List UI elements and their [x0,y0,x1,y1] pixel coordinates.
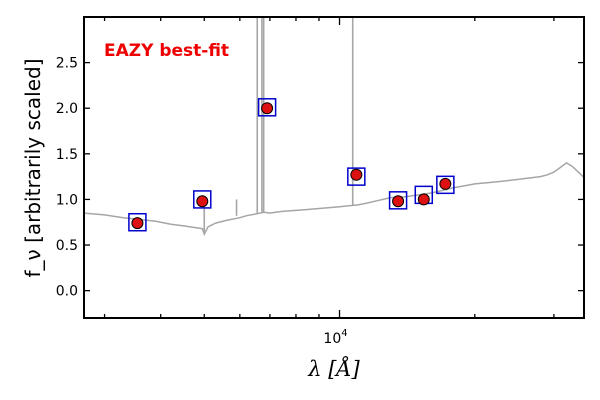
y-axis-ticks: 0.0 0.5 1.0 1.5 2.0 2.5 [56,56,584,300]
sed-best-fit-line [84,161,584,236]
y-tick-label-0: 0.0 [56,284,78,300]
x-axis-ticks: 104 [103,17,555,347]
model-flux-square-2 [257,98,277,117]
y-axis-label: f_ν [arbitrarily scaled] [21,59,45,278]
x-axis-label: λ [Å] [307,356,360,381]
observed-flux-point-4 [392,195,405,208]
y-tick-label-5: 2.5 [56,56,78,72]
observed-flux-point-2 [261,102,274,115]
observed-flux-point-6 [439,177,452,190]
model-photometry-markers [128,98,455,232]
model-flux-square-4 [388,191,408,210]
observed-flux-point-5 [417,193,430,206]
plot-frame [83,16,585,319]
annotation-eazy-best-fit: EAZY best-fit [104,41,229,61]
observed-flux-point-0 [131,217,144,230]
model-flux-square-3 [347,167,366,186]
observed-flux-point-1 [196,195,209,208]
model-flux-square-0 [128,212,147,232]
model-flux-square-1 [193,190,212,209]
model-flux-square-6 [436,175,455,195]
y-tick-label-4: 2.0 [56,101,78,117]
y-tick-label-1: 0.5 [56,238,78,254]
y-tick-label-2: 1.0 [56,192,78,208]
y-tick-label-3: 1.5 [56,147,78,163]
plot-data-layer [84,17,584,236]
observed-photometry-markers [131,102,452,230]
x-tick-label-0: 104 [323,328,347,347]
observed-flux-point-3 [350,168,363,181]
